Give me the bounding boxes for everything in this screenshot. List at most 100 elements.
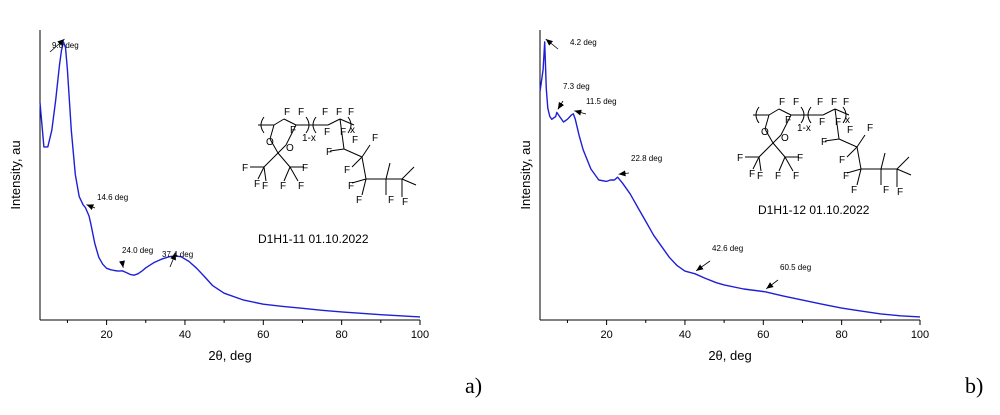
series-line [39, 41, 421, 318]
peak-annotation: 42.6 deg [712, 244, 743, 253]
fluorine-atom-label: F [284, 107, 290, 118]
bond [856, 146, 862, 170]
fluorine-atom-label: F [793, 97, 799, 108]
bond [768, 108, 780, 116]
x-tick-label: 80 [336, 329, 348, 341]
bond [856, 168, 862, 186]
peak-annotation: 11.5 deg [586, 97, 617, 106]
fluorine-atom-label: F [348, 107, 354, 118]
bond [752, 156, 760, 170]
peak-arrow [86, 204, 96, 210]
subscript-x: x [845, 115, 850, 126]
bond [329, 148, 345, 152]
bond [283, 118, 297, 126]
chart-panel-a: 20 40 60 80 100 2θ, deg Intensity, au 9.0 deg 14… [8, 30, 482, 398]
x-axis-label: 2θ, deg [708, 348, 751, 363]
fluorine-atom-label: F [352, 135, 358, 146]
peak-annotation: 60.5 deg [780, 263, 811, 272]
fluorine-atom-label: F [793, 171, 799, 182]
fluorine-atom-label: F [298, 181, 304, 192]
peak-arrow [557, 100, 565, 110]
fluorine-atom-label: F [372, 133, 378, 144]
fluorine-atom-label: F [326, 147, 332, 158]
fluorine-atom-label: F [340, 127, 346, 138]
bond [834, 108, 840, 140]
panel-label: a) [465, 373, 482, 398]
peak-annotation: 14.6 deg [97, 193, 128, 202]
bond [263, 166, 267, 182]
fluorine-atom-label: F [835, 117, 841, 128]
oxygen-atom-label: O [266, 137, 274, 148]
fluorine-atom-label: F [757, 171, 763, 182]
x-tick-label: 80 [836, 329, 848, 341]
peak-annotation: 7.3 deg [563, 82, 590, 91]
fluorine-atom-label: F [242, 163, 248, 174]
bond [351, 178, 367, 184]
bond [401, 166, 415, 180]
bond [385, 162, 391, 180]
bond [758, 142, 774, 158]
bond [764, 114, 770, 130]
bond [780, 114, 792, 136]
bond [758, 156, 762, 172]
sample-label: D1H1-12 01.10.2022 [758, 203, 870, 217]
bond [283, 166, 291, 182]
fluorine-atom-label: F [883, 185, 889, 196]
bond [327, 118, 341, 126]
bond [351, 156, 363, 168]
bond [401, 178, 417, 186]
fluorine-atom-label: F [749, 169, 755, 180]
peak-arrow [49, 38, 65, 53]
peak-arrow [618, 170, 630, 177]
bond [784, 156, 794, 172]
bond [343, 148, 363, 158]
y-axis-label: Intensity, au [8, 140, 23, 209]
x-tick-label: 40 [679, 329, 691, 341]
x-tick-label: 60 [757, 329, 769, 341]
bond [838, 138, 858, 148]
sample-label: D1H1-11 01.10.2022 [258, 232, 369, 246]
bond [846, 146, 858, 158]
peak-annotation: 9.0 deg [52, 41, 79, 50]
fluorine-atom-label: F [785, 115, 791, 126]
fluorine-atom-label: F [843, 171, 849, 182]
x-tick-label: 100 [911, 329, 929, 341]
fluorine-atom-label: F [356, 195, 362, 206]
bond [285, 124, 297, 146]
fluorine-atom-label: F [843, 97, 849, 108]
fluorine-atom-label: F [819, 117, 825, 128]
bond [846, 168, 862, 174]
oxygen-atom-label: O [781, 133, 789, 144]
fluorine-atom-label: F [388, 195, 394, 206]
series-line [539, 41, 921, 318]
peak-arrow [119, 260, 125, 268]
fluorine-atom-label: F [775, 171, 781, 182]
bond [834, 108, 850, 116]
bond [339, 118, 345, 150]
fluorine-atom-label: F [897, 187, 903, 198]
fluorine-atom-label: F [262, 181, 268, 192]
x-tick-label: 100 [411, 329, 429, 341]
bond [772, 134, 782, 144]
peak-arrow [766, 279, 779, 290]
bond [289, 166, 299, 182]
oxygen-atom-label: O [286, 143, 294, 154]
bond [361, 178, 367, 196]
bond [273, 118, 285, 126]
fluorine-atom-label: F [344, 165, 350, 176]
subscript-1-x: 1-x [302, 133, 316, 144]
fluorine-atom-label: F [831, 97, 837, 108]
bond [778, 156, 786, 172]
y-axis-label: Intensity, au [518, 140, 533, 209]
bond [896, 156, 910, 170]
fluorine-atom-label: F [402, 197, 408, 208]
bond [257, 166, 265, 180]
peak-annotation: 37.4 deg [162, 250, 193, 259]
bracket [842, 106, 847, 124]
fluorine-atom-label: F [302, 163, 308, 174]
peak-arrow [695, 260, 711, 272]
fluorine-atom-label: F [797, 153, 803, 164]
x-tick-label: 40 [179, 329, 191, 341]
